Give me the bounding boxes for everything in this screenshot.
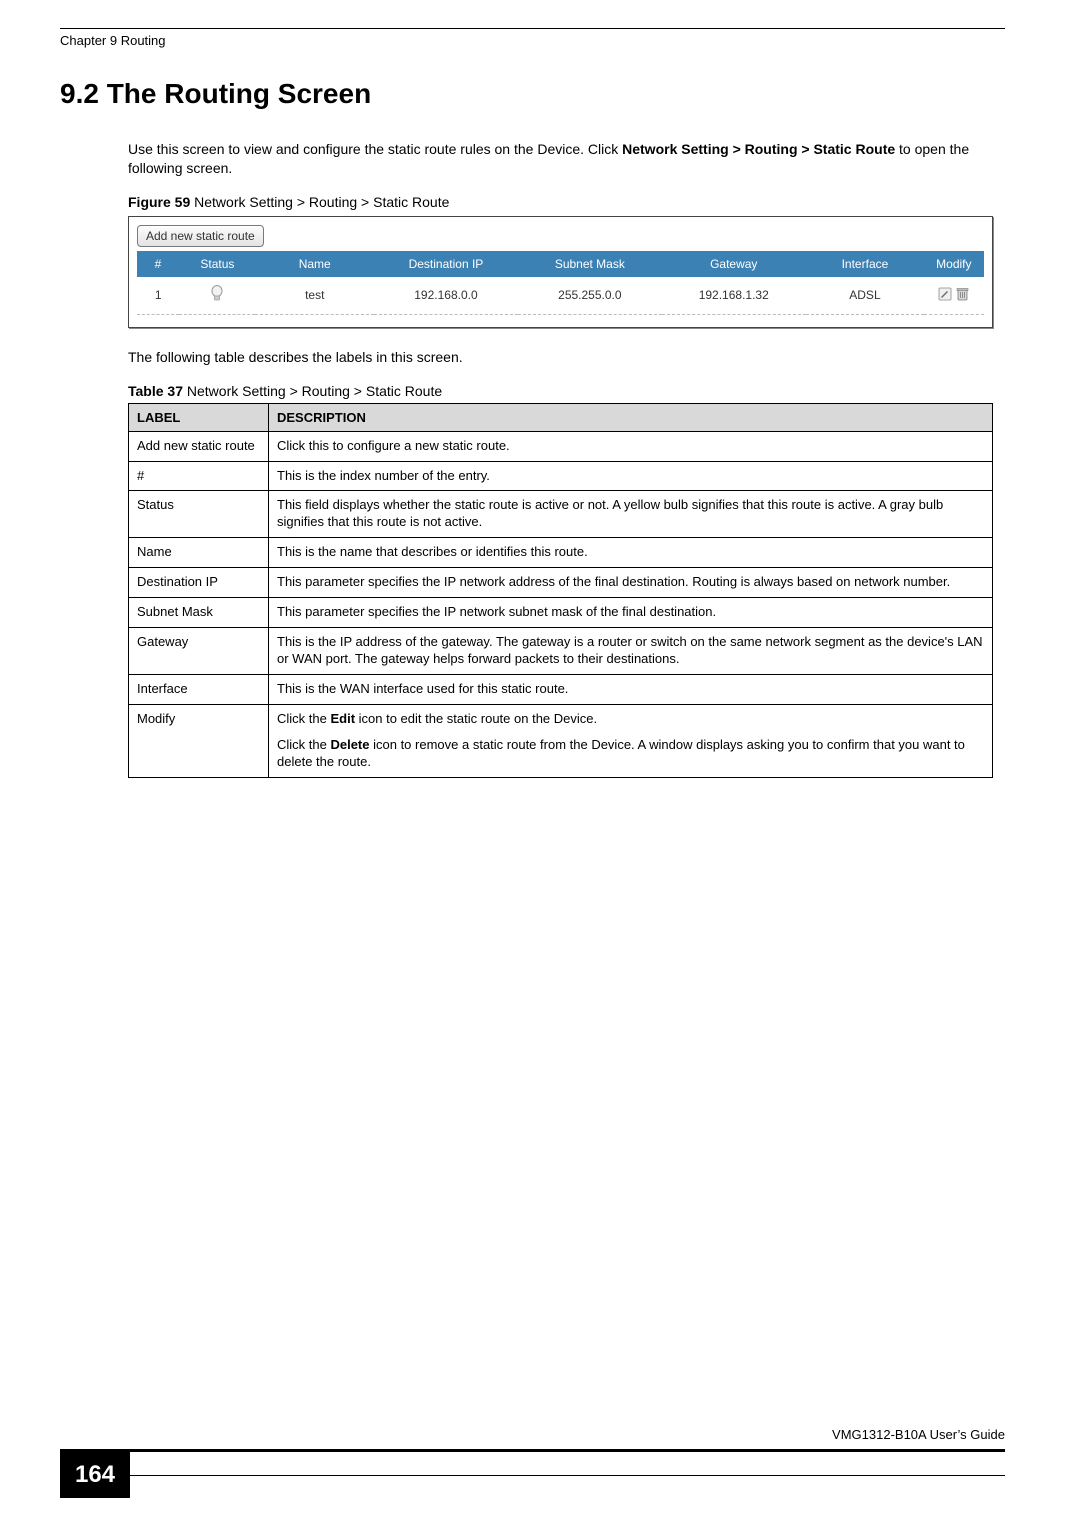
top-rule — [60, 28, 1005, 29]
description-table: LABEL DESCRIPTION Add new static route C… — [128, 403, 993, 779]
cell-gateway: 192.168.1.32 — [662, 277, 806, 315]
intro-pre: Use this screen to view and configure th… — [128, 141, 622, 157]
modify-p2-post: icon to remove a static route from the D… — [277, 737, 965, 769]
cell-subnet-mask: 255.255.0.0 — [518, 277, 662, 315]
table-caption-text: Network Setting > Routing > Static Route — [183, 383, 442, 399]
modify-p2-bold: Delete — [330, 737, 369, 752]
route-table: # Status Name Destination IP Subnet Mask… — [137, 251, 984, 315]
footer-line — [130, 1452, 1005, 1498]
desc-text: Click the Edit icon to edit the static r… — [269, 704, 993, 778]
desc-row: Subnet Mask This parameter specifies the… — [129, 598, 993, 628]
col-name: Name — [255, 251, 374, 277]
desc-text: This field displays whether the static r… — [269, 491, 993, 538]
desc-text: This is the WAN interface used for this … — [269, 674, 993, 704]
route-table-row: 1 test 192.168.0.0 255.255.0.0 192.168.1… — [137, 277, 984, 315]
delete-icon[interactable] — [956, 287, 969, 301]
route-table-header-row: # Status Name Destination IP Subnet Mask… — [137, 251, 984, 277]
desc-text: This is the name that describes or ident… — [269, 538, 993, 568]
desc-text: Click this to configure a new static rou… — [269, 431, 993, 461]
desc-row: Destination IP This parameter specifies … — [129, 568, 993, 598]
col-destination-ip: Destination IP — [374, 251, 518, 277]
table-caption: Table 37 Network Setting > Routing > Sta… — [128, 383, 1005, 399]
intro-paragraph: Use this screen to view and configure th… — [128, 140, 1005, 178]
add-new-static-route-button[interactable]: Add new static route — [137, 225, 264, 247]
cell-index: 1 — [137, 277, 179, 315]
cell-status — [179, 277, 255, 315]
modify-p1-post: icon to edit the static route on the Dev… — [355, 711, 597, 726]
col-interface: Interface — [806, 251, 925, 277]
desc-label: Gateway — [129, 627, 269, 674]
desc-header-row: LABEL DESCRIPTION — [129, 403, 993, 431]
desc-header-label: LABEL — [129, 403, 269, 431]
chapter-header: Chapter 9 Routing — [60, 33, 1005, 48]
desc-text: This is the IP address of the gateway. T… — [269, 627, 993, 674]
figure-caption-text: Network Setting > Routing > Static Route — [190, 194, 449, 210]
bulb-icon — [210, 285, 224, 303]
desc-label: Add new static route — [129, 431, 269, 461]
page-number: 164 — [60, 1452, 130, 1498]
desc-row: # This is the index number of the entry. — [129, 461, 993, 491]
modify-p1-bold: Edit — [330, 711, 355, 726]
cell-modify — [924, 277, 983, 315]
col-modify: Modify — [924, 251, 983, 277]
desc-text: This is the index number of the entry. — [269, 461, 993, 491]
add-route-btn-wrap: Add new static route — [137, 225, 984, 247]
modify-p2-pre: Click the — [277, 737, 330, 752]
section-title: 9.2 The Routing Screen — [60, 78, 1005, 110]
col-gateway: Gateway — [662, 251, 806, 277]
desc-label: Destination IP — [129, 568, 269, 598]
desc-label: Interface — [129, 674, 269, 704]
desc-label: Status — [129, 491, 269, 538]
desc-label: Name — [129, 538, 269, 568]
page-footer: VMG1312-B10A User’s Guide 164 — [60, 1449, 1005, 1498]
cell-interface: ADSL — [806, 277, 925, 315]
table-intro: The following table describes the labels… — [128, 348, 1005, 367]
cell-name: test — [255, 277, 374, 315]
desc-row-modify: Modify Click the Edit icon to edit the s… — [129, 704, 993, 778]
desc-row: Interface This is the WAN interface used… — [129, 674, 993, 704]
table-label: Table 37 — [128, 383, 183, 399]
desc-text: This parameter specifies the IP network … — [269, 598, 993, 628]
desc-row: Add new static route Click this to confi… — [129, 431, 993, 461]
intro-bold: Network Setting > Routing > Static Route — [622, 141, 895, 157]
screenshot-frame: Add new static route # Status Name Desti… — [128, 216, 993, 328]
edit-icon[interactable] — [938, 287, 952, 301]
desc-label: Subnet Mask — [129, 598, 269, 628]
desc-row: Status This field displays whether the s… — [129, 491, 993, 538]
modify-p1-pre: Click the — [277, 711, 330, 726]
desc-label: # — [129, 461, 269, 491]
desc-row: Gateway This is the IP address of the ga… — [129, 627, 993, 674]
desc-label: Modify — [129, 704, 269, 778]
cell-destination-ip: 192.168.0.0 — [374, 277, 518, 315]
col-index: # — [137, 251, 179, 277]
desc-header-description: DESCRIPTION — [269, 403, 993, 431]
figure-caption: Figure 59 Network Setting > Routing > St… — [128, 194, 1005, 210]
guide-name: VMG1312-B10A User’s Guide — [832, 1427, 1005, 1442]
figure-label: Figure 59 — [128, 194, 190, 210]
desc-row: Name This is the name that describes or … — [129, 538, 993, 568]
desc-text: This parameter specifies the IP network … — [269, 568, 993, 598]
col-status: Status — [179, 251, 255, 277]
col-subnet-mask: Subnet Mask — [518, 251, 662, 277]
